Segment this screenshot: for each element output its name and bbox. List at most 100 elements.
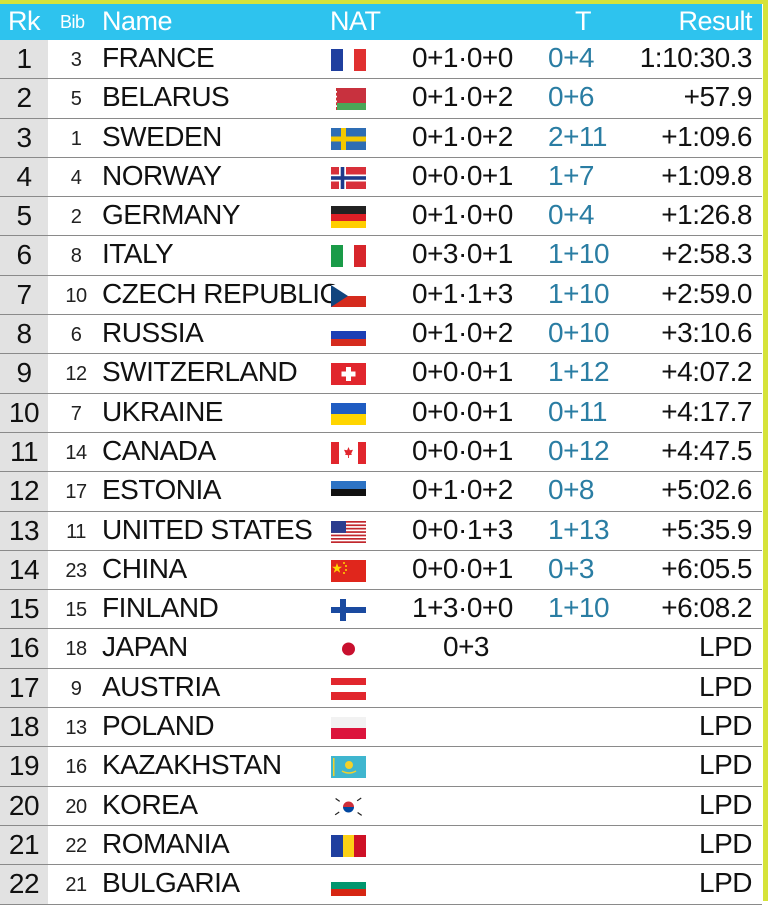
- shooting-total-cell: 2+11: [548, 120, 608, 152]
- shooting-total-cell: 0+4: [548, 42, 595, 73]
- shooting-total-cell: 1+12: [548, 356, 610, 388]
- shooting-total-cell: 1+10: [548, 277, 610, 309]
- team-name: FRANCE: [102, 42, 215, 73]
- result-cell: LPD: [699, 827, 752, 859]
- result-cell: LPD: [699, 867, 752, 899]
- team-name: AUSTRIA: [102, 670, 220, 702]
- result-cell: LPD: [699, 788, 752, 820]
- rank-cell: 6: [0, 236, 48, 275]
- rank-cell: 18: [0, 708, 48, 747]
- shooting-total-cell: 0+4: [548, 199, 595, 231]
- team-name: BELARUS: [102, 81, 230, 113]
- bib-cell: 16: [65, 756, 87, 779]
- bib-cell: 13: [65, 717, 87, 740]
- penalties-cell: 0+0·0+1: [412, 356, 513, 388]
- table-row: 12 17 ESTONIA 0+1·0+2 0+8 +5:02.6: [0, 472, 762, 512]
- rank-cell: 21: [0, 825, 48, 865]
- ukraine-flag-icon: [331, 402, 366, 425]
- canada-flag-icon: [331, 441, 366, 464]
- table-header: Rk Bib Name NAT T Result: [0, 4, 762, 40]
- bib-cell: 20: [65, 795, 87, 818]
- penalties-cell: 0+1·0+2: [412, 317, 513, 349]
- rank-cell: 7: [0, 275, 48, 315]
- penalties-cell: 0+1·0+0: [412, 42, 513, 73]
- team-name: SWEDEN: [102, 120, 222, 152]
- table-row: 19 16 KAZAKHSTAN LPD: [0, 747, 762, 787]
- team-name: FINLAND: [102, 592, 219, 624]
- result-cell: +6:08.2: [661, 592, 752, 624]
- shooting-total-cell: 1+7: [548, 159, 595, 191]
- rank-cell: 12: [0, 472, 48, 511]
- bib-cell: 6: [70, 324, 82, 347]
- table-row: 9 12 SWITZERLAND 0+0·0+1 1+12 +4:07.2: [0, 354, 762, 394]
- team-name: RUSSIA: [102, 317, 204, 349]
- bib-cell: 2: [70, 206, 82, 229]
- table-row: 17 9 AUSTRIA LPD: [0, 668, 762, 709]
- team-name: UNITED STATES: [102, 513, 313, 545]
- poland-flag-icon: [331, 717, 366, 740]
- bib-cell: 11: [66, 520, 86, 543]
- team-name: BULGARIA: [102, 867, 240, 899]
- bib-cell: 21: [65, 874, 87, 897]
- table-row: 7 10 CZECH REPUBLIC 0+1·1+3 1+10 +2:59.0: [0, 275, 762, 316]
- result-cell: +2:58.3: [661, 238, 752, 270]
- rank-cell: 1: [0, 40, 48, 79]
- bib-cell: 17: [65, 481, 87, 504]
- bib-cell: 10: [65, 284, 87, 307]
- team-name: NORWAY: [102, 159, 222, 191]
- rank-cell: 13: [0, 511, 48, 550]
- result-cell: +6:05.5: [661, 552, 752, 584]
- table-row: 14 23 CHINA 0+0·0+1 0+3 +6:05.5: [0, 550, 762, 591]
- penalties-cell: 0+0·0+1: [412, 434, 513, 466]
- shooting-total-cell: 0+6: [548, 81, 595, 113]
- team-name: CHINA: [102, 552, 187, 584]
- accent-line-top: [0, 0, 768, 4]
- table-row: 22 21 BULGARIA LPD: [0, 865, 762, 905]
- korea-flag-icon: [331, 795, 366, 818]
- results-table: Rk Bib Name NAT T Result 1 3 FRANCE 0+1·…: [0, 4, 762, 905]
- header-name: Name: [102, 6, 173, 36]
- rank-cell: 15: [0, 590, 48, 629]
- germany-flag-icon: [331, 206, 366, 229]
- table-row: 6 8 ITALY 0+3·0+1 1+10 +2:58.3: [0, 236, 762, 276]
- table-row: 21 22 ROMANIA LPD: [0, 825, 762, 866]
- rank-cell: 5: [0, 197, 48, 236]
- team-name: ESTONIA: [102, 474, 221, 506]
- czech-flag-icon: [331, 284, 366, 307]
- rank-cell: 14: [0, 550, 48, 590]
- rank-cell: 19: [0, 747, 48, 786]
- shooting-total-cell: 0+10: [548, 317, 610, 349]
- table-row: 13 11 UNITED STATES 0+0·1+3 1+13 +5:35.9: [0, 511, 762, 551]
- rank-cell: 9: [0, 354, 48, 393]
- penalties-cell: 0+1·0+2: [412, 81, 513, 113]
- rank-cell: 10: [0, 393, 48, 432]
- penalties-cell: 0+0·0+1: [412, 552, 513, 584]
- bib-cell: 12: [65, 363, 87, 386]
- kazakhstan-flag-icon: [331, 756, 366, 779]
- table-row: 18 13 POLAND LPD: [0, 708, 762, 748]
- bib-cell: 7: [70, 402, 82, 425]
- rank-cell: 2: [0, 79, 48, 118]
- rank-cell: 4: [0, 157, 48, 197]
- header-nat: NAT: [330, 6, 381, 36]
- bib-cell: 8: [70, 245, 82, 268]
- team-name: ROMANIA: [102, 827, 230, 859]
- table-row: 15 15 FINLAND 1+3·0+0 1+10 +6:08.2: [0, 590, 762, 630]
- team-name: CZECH REPUBLIC: [102, 277, 340, 309]
- penalties-cell: 0+0·1+3: [412, 513, 513, 545]
- table-row: 4 4 NORWAY 0+0·0+1 1+7 +1:09.8: [0, 157, 762, 198]
- result-cell: +4:17.7: [661, 395, 752, 427]
- table-row: 20 20 KOREA LPD: [0, 786, 762, 826]
- team-name: SWITZERLAND: [102, 356, 298, 388]
- result-cell: +2:59.0: [661, 277, 752, 309]
- header-bib: Bib: [60, 12, 85, 32]
- result-cell: +5:35.9: [661, 513, 752, 545]
- result-cell: LPD: [699, 631, 752, 663]
- header-rank: Rk: [8, 6, 41, 36]
- bib-cell: 23: [65, 559, 87, 582]
- result-cell: LPD: [699, 670, 752, 702]
- estonia-flag-icon: [331, 481, 366, 504]
- team-name: KAZAKHSTAN: [102, 749, 282, 781]
- result-cell: LPD: [699, 710, 752, 742]
- sweden-flag-icon: [331, 127, 366, 150]
